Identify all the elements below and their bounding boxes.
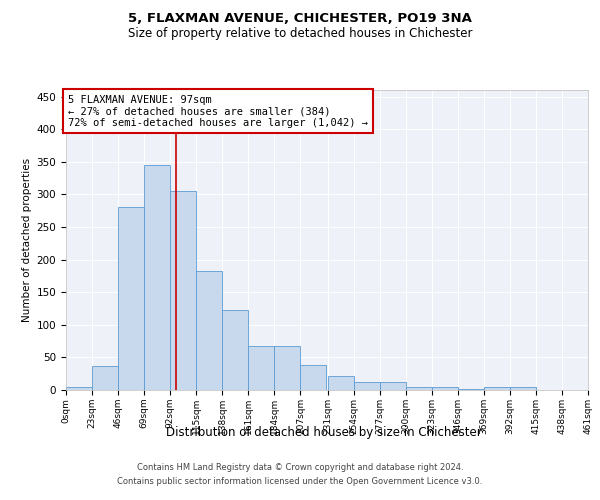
- Bar: [196, 270, 222, 390]
- Text: 5 FLAXMAN AVENUE: 97sqm
← 27% of detached houses are smaller (384)
72% of semi-d: 5 FLAXMAN AVENUE: 97sqm ← 27% of detache…: [68, 94, 368, 128]
- Bar: [118, 208, 144, 390]
- Y-axis label: Number of detached properties: Number of detached properties: [22, 158, 32, 322]
- Bar: [406, 388, 432, 390]
- Bar: [328, 376, 353, 390]
- Bar: [66, 386, 92, 390]
- Bar: [458, 388, 484, 390]
- Text: Distribution of detached houses by size in Chichester: Distribution of detached houses by size …: [166, 426, 482, 439]
- Bar: [248, 346, 274, 390]
- Text: 5, FLAXMAN AVENUE, CHICHESTER, PO19 3NA: 5, FLAXMAN AVENUE, CHICHESTER, PO19 3NA: [128, 12, 472, 26]
- Text: Size of property relative to detached houses in Chichester: Size of property relative to detached ho…: [128, 28, 472, 40]
- Bar: [301, 365, 326, 390]
- Bar: [222, 310, 248, 390]
- Text: Contains HM Land Registry data © Crown copyright and database right 2024.: Contains HM Land Registry data © Crown c…: [137, 464, 463, 472]
- Bar: [380, 382, 406, 390]
- Bar: [432, 388, 458, 390]
- Bar: [170, 191, 196, 390]
- Bar: [92, 366, 118, 390]
- Text: Contains public sector information licensed under the Open Government Licence v3: Contains public sector information licen…: [118, 477, 482, 486]
- Bar: [144, 165, 170, 390]
- Bar: [484, 386, 510, 390]
- Bar: [353, 382, 380, 390]
- Bar: [274, 346, 301, 390]
- Bar: [510, 386, 536, 390]
